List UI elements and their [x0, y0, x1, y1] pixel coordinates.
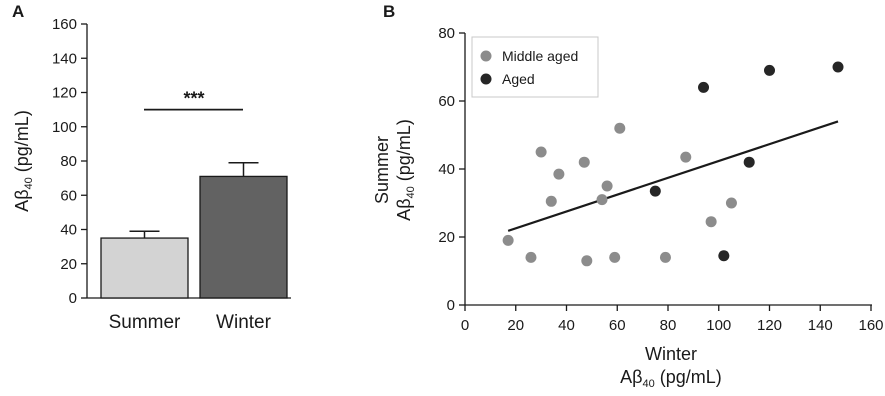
legend: Middle aged Aged [471, 36, 599, 98]
point-middle-aged [535, 146, 547, 158]
panel-a-y-axis-title: Aβ40 (pg/mL) [12, 110, 35, 212]
category-label: Summer [109, 312, 181, 333]
point-middle-aged [596, 194, 608, 206]
x-tick-label: 0 [461, 317, 469, 334]
y-tick-label: 100 [52, 119, 77, 136]
point-middle-aged [545, 195, 557, 207]
panel-b-x-axis-title-line1: Winter [645, 344, 697, 364]
y-tick-label: 80 [438, 25, 455, 42]
panel-b: B 0 20 40 60 80 0 20 40 60 80 100 120 140 160 Summer… [372, 2, 884, 390]
point-middle-aged [659, 251, 671, 263]
x-tick-label: 20 [507, 317, 524, 334]
panel-b-label: B [383, 2, 395, 21]
trend-line [507, 120, 839, 232]
y-tick-label: 60 [60, 187, 77, 204]
point-aged [743, 156, 755, 168]
panel-a-label: A [12, 2, 24, 21]
point-aged [649, 185, 661, 197]
panel-b-y-axis-title-line2: Aβ40 (pg/mL) [394, 119, 417, 221]
point-middle-aged [609, 251, 621, 263]
point-middle-aged [525, 251, 537, 263]
point-aged [698, 81, 710, 93]
point-middle-aged [578, 156, 590, 168]
x-tick-label: 140 [808, 317, 833, 334]
x-tick-label: 160 [858, 317, 883, 334]
legend-label-aged: Aged [502, 71, 535, 87]
legend-box [471, 36, 599, 98]
significance-stars: *** [183, 89, 204, 109]
x-tick-label: 100 [706, 317, 731, 334]
point-middle-aged [601, 180, 613, 192]
y-tick-label: 40 [438, 161, 455, 178]
y-tick-label: 160 [52, 16, 77, 33]
x-tick-label: 60 [609, 317, 626, 334]
category-label: Winter [216, 312, 272, 333]
y-tick-label: 140 [52, 50, 77, 67]
bar-summer [100, 237, 189, 299]
point-middle-aged [725, 197, 737, 209]
y-tick-label: 80 [60, 153, 77, 170]
legend-label-middle-aged: Middle aged [502, 48, 578, 64]
panel-b-x-axis: 0 20 40 60 80 100 120 140 160 [461, 304, 884, 334]
panel-a-y-axis: 0 20 40 60 80 100 120 140 160 [52, 16, 88, 307]
point-aged [718, 250, 730, 262]
x-tick-label: 80 [660, 317, 677, 334]
point-aged [764, 64, 775, 76]
y-tick-label: 0 [447, 297, 455, 314]
y-tick-label: 120 [52, 85, 77, 102]
y-tick-label: 20 [438, 229, 455, 246]
point-middle-aged [553, 168, 565, 180]
point-middle-aged [581, 255, 593, 267]
y-tick-label: 60 [438, 93, 455, 110]
point-middle-aged [705, 216, 717, 228]
point-middle-aged [680, 151, 692, 163]
legend-marker-middle-aged [480, 50, 492, 62]
point-middle-aged [614, 122, 626, 134]
y-tick-label: 20 [60, 256, 77, 273]
y-tick-label: 0 [69, 290, 77, 307]
panel-a: A 0 20 40 60 80 100 120 140 160 Aβ40 (pg/mL) Sum… [12, 2, 291, 333]
x-tick-label: 120 [757, 317, 782, 334]
panel-b-y-axis-title-line1: Summer [372, 136, 392, 204]
legend-marker-aged [480, 73, 492, 85]
point-middle-aged [502, 234, 514, 246]
panel-b-y-axis: 0 20 40 60 80 [438, 25, 466, 314]
point-aged [832, 61, 844, 73]
bar-winter [199, 175, 288, 299]
y-tick-label: 40 [60, 222, 77, 239]
x-tick-label: 40 [558, 317, 575, 334]
panel-b-x-axis-title-line2: Aβ40 (pg/mL) [620, 367, 722, 390]
